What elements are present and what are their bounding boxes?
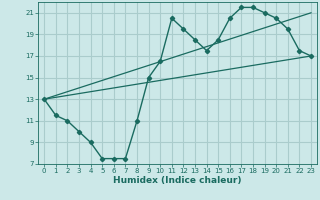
X-axis label: Humidex (Indice chaleur): Humidex (Indice chaleur) — [113, 176, 242, 185]
